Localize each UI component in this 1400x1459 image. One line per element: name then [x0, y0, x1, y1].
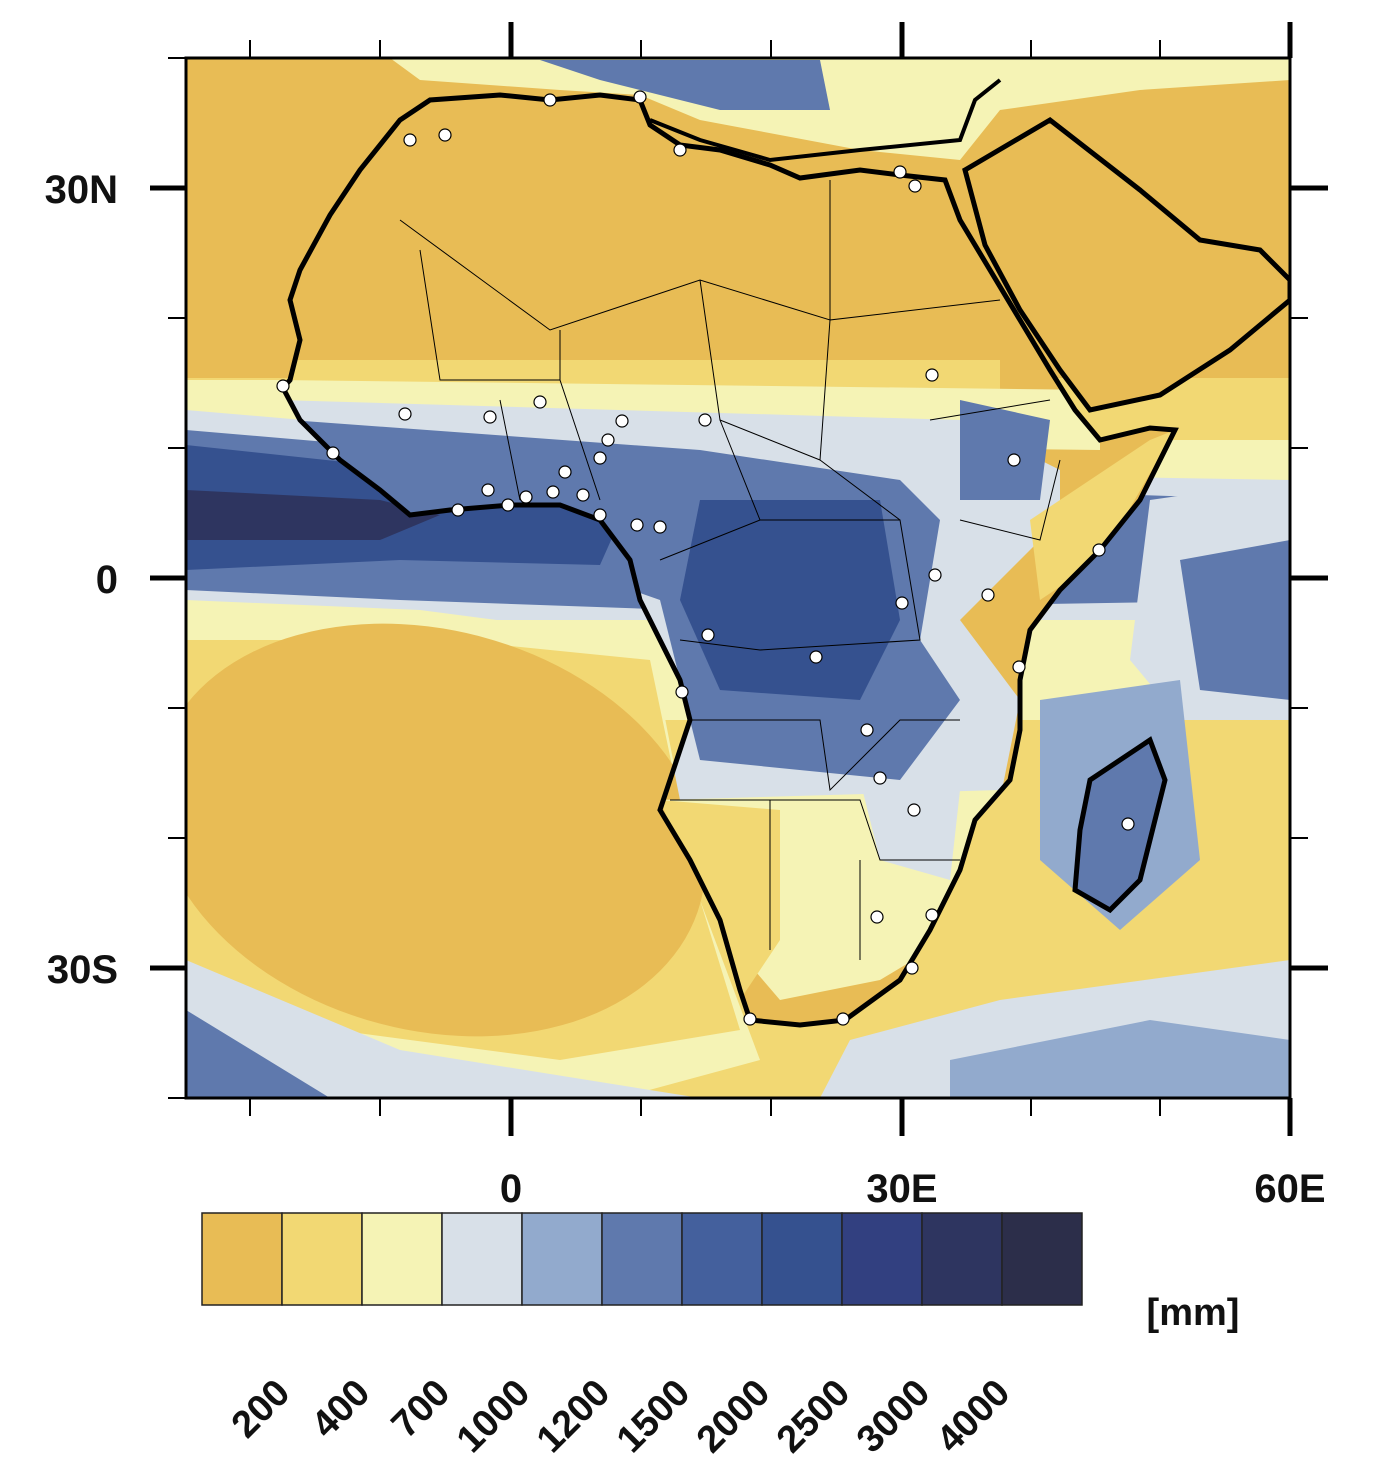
- station-markers: [276, 90, 1135, 1026]
- arabian-peninsula: [962, 116, 1290, 413]
- station-marker: [403, 133, 417, 147]
- station-marker: [907, 803, 921, 817]
- station-marker: [1092, 543, 1106, 557]
- colorbar-swatch: [441, 1212, 523, 1306]
- station-marker: [905, 961, 919, 975]
- colorbar-level-label: 700: [384, 1372, 459, 1447]
- field-indian-1500: [1180, 540, 1290, 700]
- colorbar-level-label: 1000: [449, 1372, 538, 1459]
- station-marker: [593, 451, 607, 465]
- station-marker: [925, 908, 939, 922]
- field-atlantic-dry: [186, 623, 706, 1037]
- colorbar-level-label: 3000: [849, 1372, 938, 1459]
- station-marker: [593, 508, 607, 522]
- station-marker: [630, 518, 644, 532]
- station-marker: [981, 588, 995, 602]
- colorbar-swatch: [601, 1212, 683, 1306]
- colorbar-level-label: 400: [304, 1372, 379, 1447]
- station-marker: [675, 685, 689, 699]
- station-marker: [1007, 453, 1021, 467]
- station-marker: [543, 93, 557, 107]
- field-se-1200: [950, 1020, 1290, 1098]
- station-marker: [438, 128, 452, 142]
- colorbar-swatch: [1001, 1212, 1083, 1306]
- colorbar-swatch: [921, 1212, 1003, 1306]
- station-marker: [895, 596, 909, 610]
- x-tick-label: 60E: [1254, 1167, 1325, 1211]
- station-marker: [546, 485, 560, 499]
- station-marker: [1121, 817, 1135, 831]
- station-marker: [809, 650, 823, 664]
- station-marker: [533, 395, 547, 409]
- madagascar-coastline: [1072, 736, 1168, 914]
- colorbar-swatch: [361, 1212, 443, 1306]
- station-marker: [653, 520, 667, 534]
- x-tick-label: 0: [500, 1167, 522, 1211]
- station-marker: [501, 498, 515, 512]
- station-marker: [398, 407, 412, 421]
- station-marker: [908, 179, 922, 193]
- colorbar-units: [mm]: [1147, 1292, 1240, 1334]
- colorbar-swatch: [681, 1212, 763, 1306]
- colorbar-swatch: [521, 1212, 603, 1306]
- station-marker: [483, 410, 497, 424]
- station-marker: [743, 1012, 757, 1026]
- mediterranean-wet: [540, 60, 830, 110]
- station-marker: [1012, 660, 1026, 674]
- station-marker: [558, 465, 572, 479]
- y-tick-label: 30S: [47, 948, 118, 992]
- colorbar-swatch: [761, 1212, 843, 1306]
- station-marker: [276, 379, 290, 393]
- station-marker: [451, 503, 465, 517]
- colorbar-level-label: 2500: [769, 1372, 858, 1459]
- precipitation-field: [186, 58, 1290, 1098]
- colorbar-level-label: 200: [224, 1372, 299, 1447]
- colorbar-level-label: 4000: [929, 1372, 1018, 1459]
- station-marker: [615, 414, 629, 428]
- colorbar-swatch: [201, 1212, 283, 1306]
- field-south-1500: [186, 1010, 330, 1098]
- station-marker: [576, 488, 590, 502]
- country-borders: [399, 180, 1061, 960]
- europe-coastline: [649, 78, 1002, 163]
- colorbar-level-label: 1200: [529, 1372, 618, 1459]
- station-marker: [519, 490, 533, 504]
- colorbar-level-label: 1500: [609, 1372, 698, 1459]
- y-tick-label: 0: [96, 558, 118, 602]
- x-tick-label: 30E: [866, 1167, 937, 1211]
- station-marker: [601, 433, 615, 447]
- station-marker: [673, 143, 687, 157]
- station-marker: [870, 910, 884, 924]
- station-marker: [326, 446, 340, 460]
- station-marker: [925, 368, 939, 382]
- station-marker: [836, 1012, 850, 1026]
- axis-ticks: [150, 22, 1328, 1136]
- station-marker: [701, 628, 715, 642]
- field-south-1000: [186, 960, 700, 1098]
- colorbar-swatch: [281, 1212, 363, 1306]
- field-3000-band: [186, 490, 440, 540]
- station-marker: [873, 771, 887, 785]
- colorbar-swatch: [841, 1212, 923, 1306]
- y-tick-label: 30N: [45, 168, 118, 212]
- station-marker: [698, 413, 712, 427]
- colorbar-level-label: 2000: [689, 1372, 778, 1459]
- station-marker: [928, 568, 942, 582]
- station-marker: [860, 723, 874, 737]
- station-marker: [893, 165, 907, 179]
- station-marker: [633, 90, 647, 104]
- station-marker: [481, 483, 495, 497]
